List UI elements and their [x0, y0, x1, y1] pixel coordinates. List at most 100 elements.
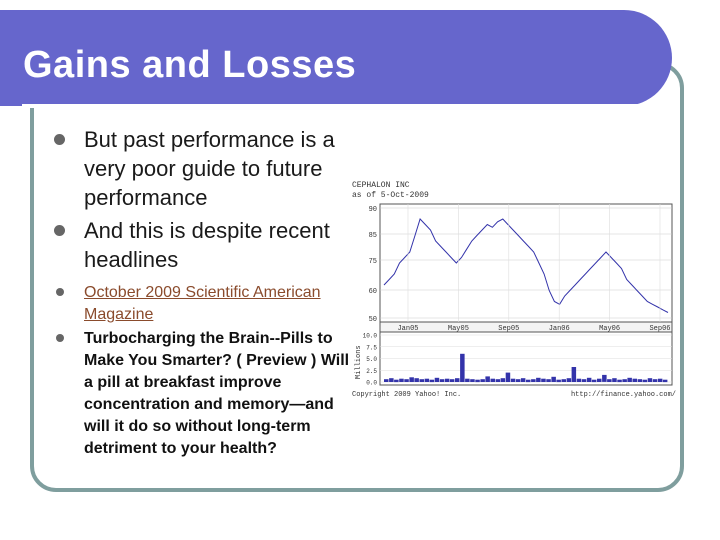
volume-bar: [485, 376, 490, 382]
volume-bar: [500, 378, 506, 382]
volume-bar: [434, 377, 440, 382]
volume-bar: [414, 378, 419, 382]
volume-bar: [444, 378, 450, 382]
volume-bar: [632, 378, 637, 382]
volume-bar: [622, 379, 627, 382]
article-link[interactable]: October 2009 Scientific American Magazin…: [84, 284, 321, 323]
volume-bar: [581, 379, 587, 382]
bullet-list: But past performance is a very poor guid…: [54, 125, 354, 460]
volume-bar: [460, 353, 465, 382]
volume-bar: [455, 378, 460, 382]
chart-source-url: http://finance.yahoo.com/: [571, 391, 676, 399]
bullet-dot-icon: [56, 334, 64, 342]
stock-chart: CEPHALON INC as of 5-Oct-2009 90 85 75 60 50…: [352, 181, 676, 399]
volume-bar: [591, 379, 597, 383]
volume-tick-label: 0.0: [366, 380, 377, 387]
volume-bar: [627, 377, 632, 382]
volume-bar: [409, 377, 414, 382]
sub-bullet-item: October 2009 Scientific American Magazin…: [54, 282, 354, 326]
volume-bar: [480, 379, 485, 382]
price-tick-label: 90: [369, 206, 377, 214]
volume-bar: [607, 379, 612, 382]
volume-bar: [419, 379, 424, 382]
volume-bar: [399, 378, 404, 382]
volume-bar: [652, 379, 658, 382]
date-tick-label: Jan06: [549, 325, 570, 333]
volume-bar: [404, 379, 409, 382]
slide-title: Gains and Losses: [23, 44, 357, 86]
volume-bar: [510, 378, 516, 382]
volume-bar: [561, 379, 566, 382]
bullet-text: And this is despite recent headlines: [84, 218, 330, 272]
volume-bar: [647, 378, 653, 382]
volume-bar: [439, 379, 445, 382]
sub-bullet-item: Turbocharging the Brain--Pills to Make Y…: [54, 328, 354, 460]
volume-bar: [571, 367, 577, 382]
volume-bar: [551, 376, 556, 382]
bullet-dot-icon: [54, 134, 65, 145]
volume-bar: [637, 379, 643, 382]
volume-bar: [384, 379, 389, 382]
title-underline: [22, 104, 638, 108]
volume-bar: [424, 378, 430, 382]
volume-bar: [546, 379, 551, 382]
price-line: [383, 218, 669, 313]
volume-bar: [470, 379, 475, 382]
volume-bar: [566, 378, 572, 382]
bullet-dot-icon: [56, 288, 64, 296]
volume-bar: [394, 379, 399, 383]
bullet-dot-icon: [54, 225, 65, 236]
volume-bar: [449, 379, 455, 382]
bullet-item: And this is despite recent headlines: [54, 216, 354, 274]
price-tick-label: 85: [369, 232, 377, 240]
volume-axis-label: Millions: [355, 345, 363, 379]
volume-bar: [536, 377, 541, 382]
volume-tick-label: 7.5: [366, 344, 377, 351]
price-tick-label: 60: [369, 288, 377, 296]
date-tick-label: May06: [599, 325, 620, 333]
volume-bar: [429, 379, 435, 383]
volume-bar: [520, 378, 526, 382]
volume-bars: [384, 353, 668, 383]
price-tick-label: 50: [369, 316, 377, 324]
volume-tick-label: 10.0: [363, 333, 378, 340]
volume-bar: [642, 379, 648, 383]
price-tick-labels: 90 85 75 60 50: [369, 206, 377, 324]
volume-bar: [597, 378, 602, 382]
volume-bar: [612, 378, 617, 382]
bullet-text: But past performance is a very poor guid…: [84, 127, 335, 210]
volume-bar: [576, 378, 582, 382]
volume-bar: [556, 379, 561, 383]
volume-bar: [495, 379, 501, 382]
bullet-item: But past performance is a very poor guid…: [54, 125, 354, 212]
chart-subtitle: as of 5-Oct-2009: [352, 191, 429, 200]
date-tick-labels: Jan05 May05 Sep05 Jan06 May06 Sep06: [397, 204, 671, 333]
volume-bar: [465, 378, 470, 382]
price-gridlines: [380, 207, 672, 319]
volume-bar: [602, 374, 607, 382]
date-band: [379, 321, 673, 333]
volume-tick-labels: 10.0 7.5 5.0 2.5 0.0: [363, 333, 378, 387]
volume-bar: [662, 379, 668, 383]
volume-bar: [657, 378, 663, 382]
date-tick-label: Sep06: [649, 325, 670, 333]
date-tick-label: Jan05: [397, 325, 418, 333]
volume-bar: [389, 378, 394, 382]
volume-bar: [586, 377, 592, 382]
volume-tick-label: 5.0: [366, 356, 377, 363]
volume-bar: [505, 372, 511, 382]
volume-bar: [475, 379, 480, 383]
volume-bar: [515, 379, 521, 382]
chart-title: CEPHALON INC: [352, 181, 410, 190]
date-tick-label: Sep05: [498, 325, 519, 333]
volume-bar: [526, 379, 531, 383]
price-panel: [379, 203, 673, 323]
volume-bar: [541, 378, 546, 382]
volume-bar: [531, 379, 536, 382]
volume-bar: [617, 379, 622, 383]
volume-tick-label: 2.5: [366, 368, 377, 375]
title-bar: Gains and Losses: [0, 10, 672, 108]
price-tick-label: 75: [369, 258, 377, 266]
chart-copyright: Copyright 2009 Yahoo! Inc.: [352, 391, 461, 399]
volume-bar: [490, 378, 495, 382]
